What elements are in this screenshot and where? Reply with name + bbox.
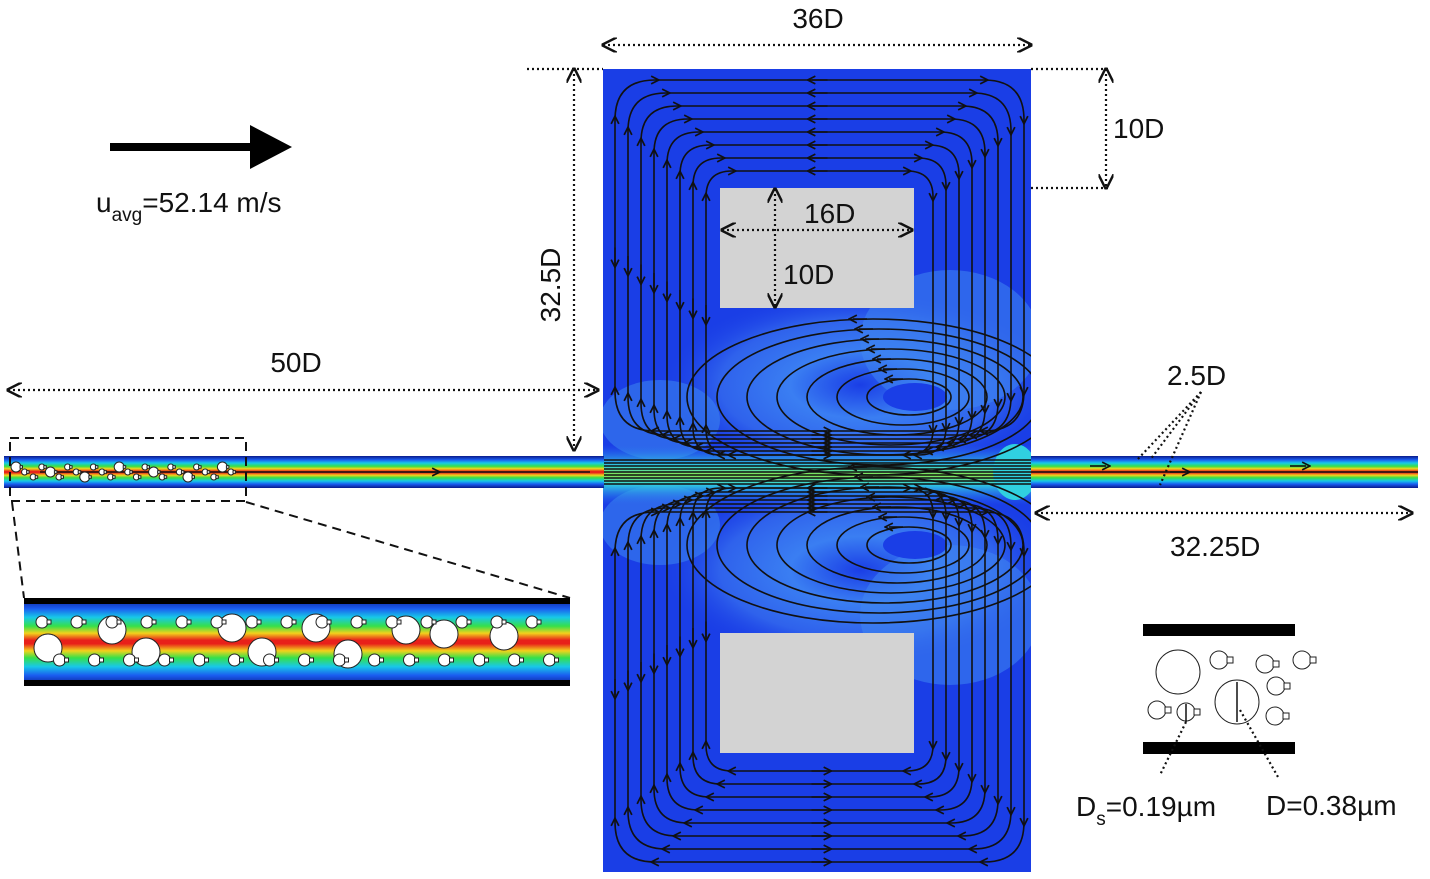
- small-particle-label: Ds=0.19µm: [1076, 791, 1216, 830]
- inlet-particles: [10, 461, 236, 483]
- width-label: 36D: [792, 3, 843, 34]
- outlet-length-label: 32.25D: [1170, 531, 1260, 562]
- large-particle-label: D=0.38µm: [1266, 790, 1397, 821]
- gap-label: 10D: [1113, 113, 1164, 144]
- velocity-label: uavg=52.14 m/s: [96, 187, 282, 226]
- dimension-lines: [8, 45, 1412, 513]
- lower-block: [720, 633, 914, 753]
- streamlines: [603, 80, 1031, 862]
- magnified-channel: [24, 598, 570, 686]
- particle-closeup: [1143, 624, 1317, 778]
- flow-direction-arrow: [110, 125, 292, 169]
- height-label: 32.5D: [535, 248, 566, 323]
- upper-block: [720, 188, 914, 308]
- inlet-length-label: 50D: [270, 347, 321, 378]
- block-width-label: 16D: [804, 198, 855, 229]
- channel-width-label: 2.5D: [1167, 360, 1226, 391]
- block-height-label: 10D: [783, 259, 834, 290]
